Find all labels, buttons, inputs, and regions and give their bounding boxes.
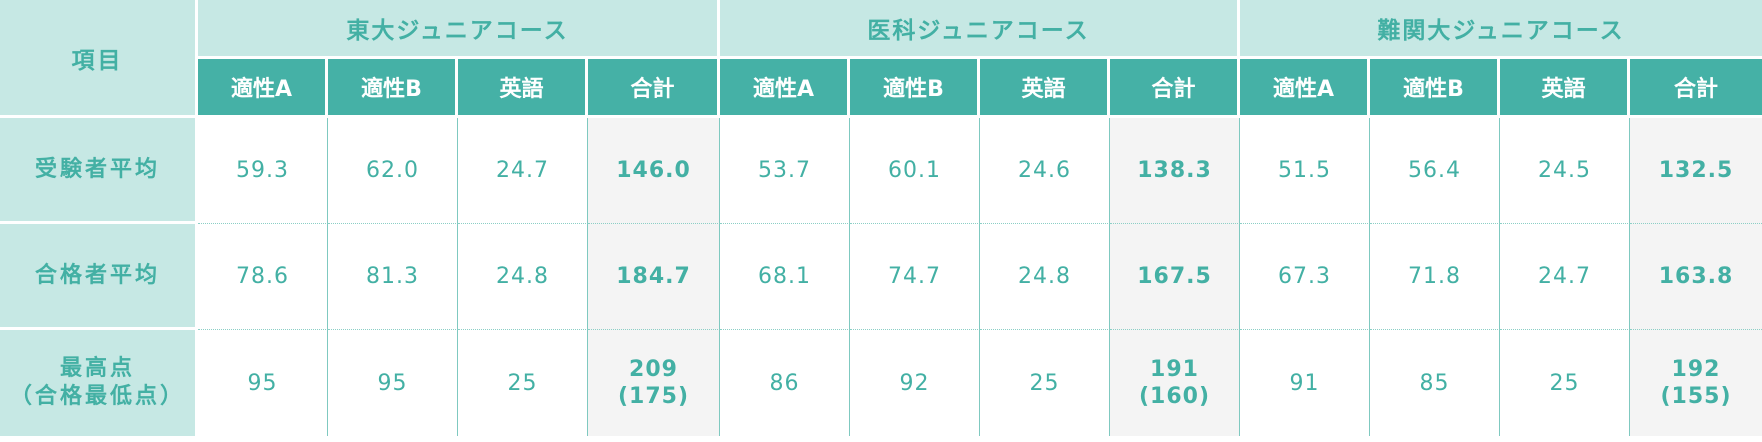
subheader-english: 英語 [1500, 59, 1630, 118]
total-cell: 132.5 [1630, 118, 1762, 224]
table-cell: 60.1 [850, 118, 980, 224]
table-cell: 24.8 [458, 224, 588, 330]
table-cell: 25 [1500, 330, 1630, 436]
table-cell: 24.7 [458, 118, 588, 224]
row-label-passer-average: 合格者平均 [0, 224, 198, 330]
min-pass-score: (175) [617, 384, 690, 409]
subheader-aptitude-b: 適性B [850, 59, 980, 118]
subheader-english: 英語 [980, 59, 1110, 118]
table-cell: 51.5 [1240, 118, 1370, 224]
min-pass-score: (155) [1660, 384, 1732, 409]
total-cell: 163.8 [1630, 224, 1762, 330]
table-cell: 62.0 [328, 118, 458, 224]
subheader-aptitude-b: 適性B [328, 59, 458, 118]
subheader-total: 合計 [1630, 59, 1762, 118]
table-cell: 91 [1240, 330, 1370, 436]
table-cell: 81.3 [328, 224, 458, 330]
row-label-line-2: （合格最低点） [9, 384, 185, 409]
subheader-total: 合計 [1110, 59, 1240, 118]
table-cell: 67.3 [1240, 224, 1370, 330]
course-header-nankan: 難関大ジュニアコース [1240, 0, 1762, 59]
subheader-total: 合計 [588, 59, 720, 118]
item-header: 項目 [0, 0, 198, 118]
table-cell: 24.8 [980, 224, 1110, 330]
table-cell: 24.7 [1500, 224, 1630, 330]
total-cell: 184.7 [588, 224, 720, 330]
subheader-aptitude-a: 適性A [1240, 59, 1370, 118]
max-score: 191 [1150, 357, 1199, 382]
row-label-max-score: 最高点 （合格最低点） [0, 330, 198, 436]
max-score: 192 [1671, 357, 1721, 382]
subheader-aptitude-b: 適性B [1370, 59, 1500, 118]
table-cell: 25 [458, 330, 588, 436]
table-cell: 95 [328, 330, 458, 436]
table-cell: 68.1 [720, 224, 850, 330]
total-cell: 146.0 [588, 118, 720, 224]
total-cell: 192 (155) [1630, 330, 1762, 436]
table-cell: 53.7 [720, 118, 850, 224]
table-row: 合格者平均 78.6 81.3 24.8 184.7 68.1 74.7 24.… [0, 224, 1762, 330]
table-cell: 59.3 [198, 118, 328, 224]
subheader-english: 英語 [458, 59, 588, 118]
row-label-line-1: 最高点 [59, 356, 135, 381]
course-header-todai: 東大ジュニアコース [198, 0, 720, 59]
course-header-medical: 医科ジュニアコース [720, 0, 1240, 59]
total-cell: 167.5 [1110, 224, 1240, 330]
max-score: 209 [629, 357, 678, 382]
table-cell: 85 [1370, 330, 1500, 436]
total-cell: 138.3 [1110, 118, 1240, 224]
row-label-examinee-average: 受験者平均 [0, 118, 198, 224]
table-cell: 74.7 [850, 224, 980, 330]
table-cell: 24.6 [980, 118, 1110, 224]
table-row: 最高点 （合格最低点） 95 95 25 209 (175) 86 92 25 … [0, 330, 1762, 436]
total-cell: 209 (175) [588, 330, 720, 436]
table-row: 受験者平均 59.3 62.0 24.7 146.0 53.7 60.1 24.… [0, 118, 1762, 224]
table-cell: 92 [850, 330, 980, 436]
table-cell: 71.8 [1370, 224, 1500, 330]
subheader-aptitude-a: 適性A [720, 59, 850, 118]
total-cell: 191 (160) [1110, 330, 1240, 436]
table-cell: 56.4 [1370, 118, 1500, 224]
table-cell: 95 [198, 330, 328, 436]
subheader-aptitude-a: 適性A [198, 59, 328, 118]
table-cell: 24.5 [1500, 118, 1630, 224]
table-cell: 78.6 [198, 224, 328, 330]
table-cell: 86 [720, 330, 850, 436]
min-pass-score: (160) [1138, 384, 1211, 409]
table-cell: 25 [980, 330, 1110, 436]
